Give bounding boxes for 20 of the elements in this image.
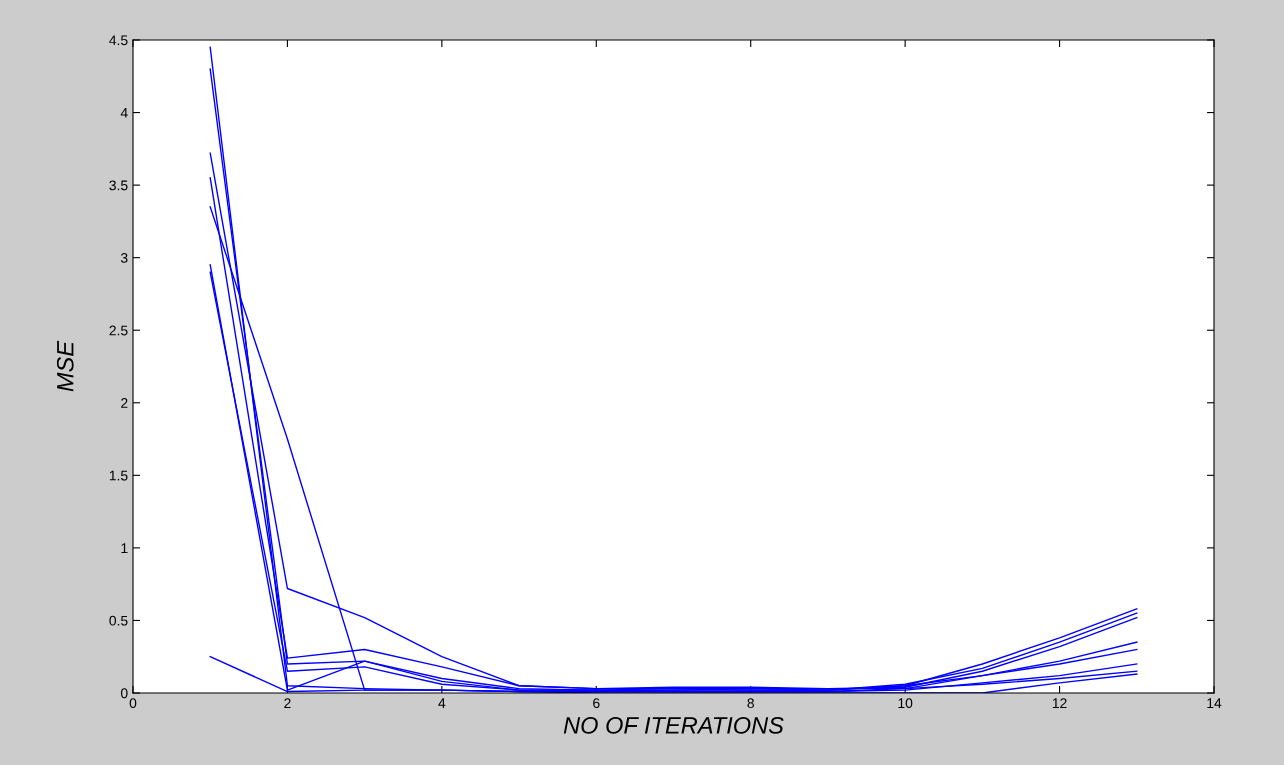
x-tick-label: 8 bbox=[747, 698, 754, 709]
y-tick-label: 4 bbox=[120, 108, 128, 118]
x-tick-label: 12 bbox=[1052, 698, 1067, 708]
y-tick-label: 0.5 bbox=[109, 615, 128, 626]
y-tick-label: 1 bbox=[121, 543, 128, 553]
x-tick-label: 4 bbox=[438, 698, 446, 708]
y-tick-label: 2 bbox=[121, 398, 128, 408]
x-tick-label: 14 bbox=[1207, 698, 1222, 708]
y-tick-label: 3 bbox=[120, 253, 128, 263]
x-tick-label: 0 bbox=[129, 698, 137, 709]
x-tick-label: 6 bbox=[593, 698, 600, 709]
y-tick-label: 3.5 bbox=[109, 180, 128, 191]
y-tick-label: 4.5 bbox=[109, 35, 128, 46]
x-tick-label: 10 bbox=[898, 698, 913, 709]
y-tick-label: 1.5 bbox=[109, 470, 128, 481]
y-tick-label: 0 bbox=[120, 688, 128, 699]
y-tick-label: 2.5 bbox=[109, 325, 128, 336]
x-tick-label: 2 bbox=[284, 698, 291, 708]
x-axis-title: NO OF ITERATIONS bbox=[563, 716, 784, 734]
y-axis-title: MSE bbox=[56, 340, 74, 392]
